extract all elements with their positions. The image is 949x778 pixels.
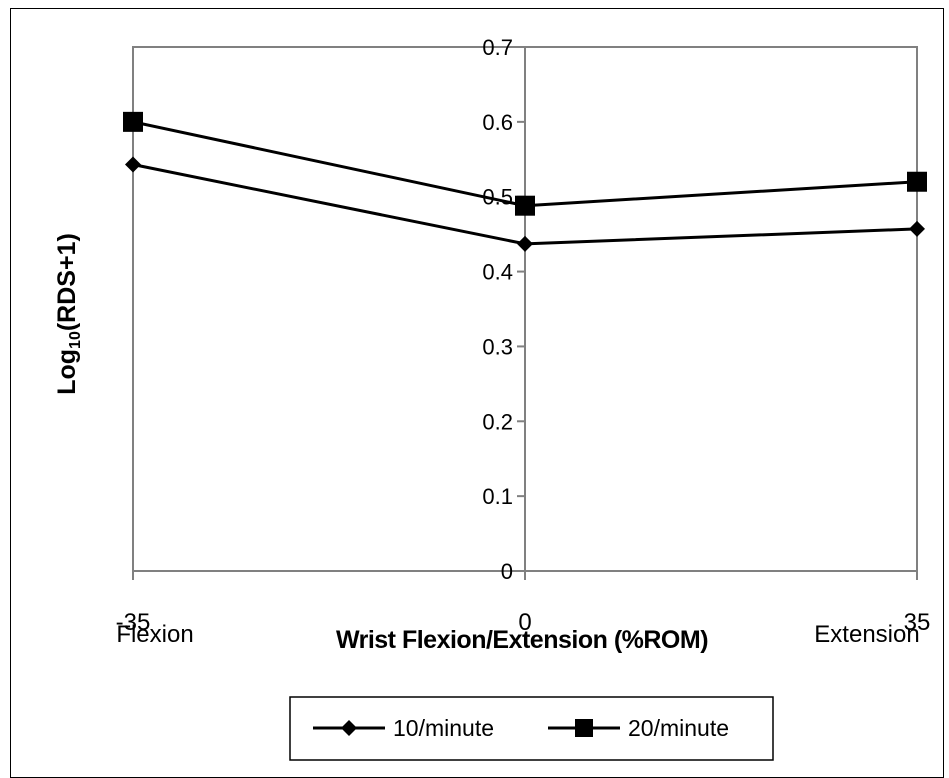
data-point-marker [909,220,925,237]
data-point-marker [123,111,143,132]
x-axis-title: Wrist Flexion/Extension (%ROM) [336,626,708,654]
legend-item-2: 20/minute [548,715,729,741]
legend: 10/minute 20/minute [289,696,774,761]
data-point-marker [517,235,533,252]
legend-label: 20/minute [628,715,729,741]
y-axis-title-suffix: (RDS+1) [53,233,81,331]
legend-item-1: 10/minute [313,715,494,741]
y-tick-label: 0.3 [482,334,513,359]
series-layer [123,111,927,252]
y-tick-labels: 00.10.20.30.40.50.60.7 [482,35,513,584]
legend-items: 10/minute 20/minute [313,715,729,741]
y-tick-label: 0.2 [482,409,513,434]
legend-marker [575,719,593,737]
y-axis-title-prefix: Log [53,349,81,395]
x-tick-labels: -35 0 35 [116,609,931,636]
y-tick-label: 0 [501,559,513,584]
x-end-label-flexion: Flexion [116,621,193,648]
axes [132,46,918,580]
data-point-marker [125,156,141,173]
legend-marker [341,720,357,736]
y-tick-label: 0.7 [482,35,513,60]
data-point-marker [907,171,927,192]
y-axis-title-subscript: 10 [67,331,84,349]
x-end-label-extension: Extension [814,621,919,648]
y-tick-label: 0.1 [482,484,513,509]
data-point-marker [515,195,535,216]
x-tick-label: -35 [116,609,151,636]
series-1 [125,156,925,252]
x-tick-label: 35 [904,609,931,636]
y-tick-label: 0.4 [482,260,513,285]
x-tick-label: 0 [518,609,531,636]
legend-label: 10/minute [393,715,494,741]
y-tick-label: 0.6 [482,110,513,135]
series-2 [123,111,927,216]
y-axis-title: Log10(RDS+1) [53,233,84,395]
